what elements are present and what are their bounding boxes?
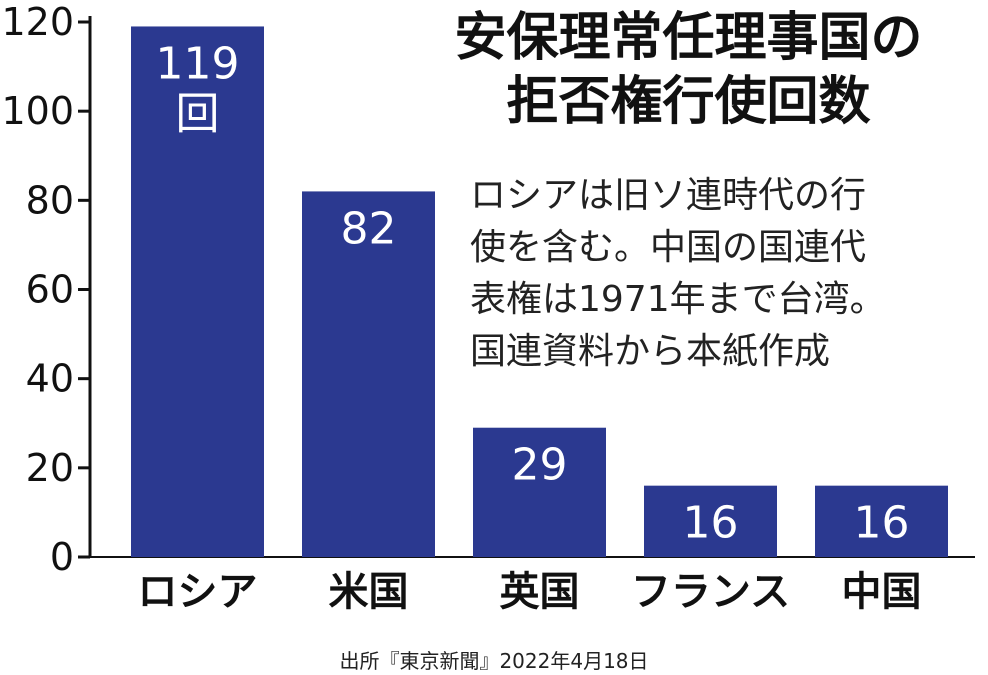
category-label: ロシア	[138, 569, 258, 615]
bar	[473, 427, 606, 557]
y-tick-label: 0	[50, 535, 74, 579]
category-label: 中国	[842, 569, 922, 615]
bar	[302, 191, 435, 557]
bar-value-label: 29	[512, 440, 568, 491]
category-label: 英国	[500, 569, 580, 615]
y-tick-label: 20	[26, 446, 74, 490]
bar-value-label: 16	[683, 498, 739, 549]
y-axis: 0 20 40 60 80 100 120	[1, 0, 975, 579]
category-label: 米国	[329, 569, 409, 615]
y-tick-label: 80	[26, 178, 74, 222]
bars	[131, 26, 948, 558]
bar-value-label: 回	[176, 88, 220, 139]
y-tick-label: 100	[1, 89, 74, 133]
category-labels: ロシア 米国 英国 フランス 中国	[138, 569, 922, 615]
y-tick-label: 120	[1, 0, 74, 44]
bar-value-label: 119	[156, 38, 240, 89]
y-tick-label: 40	[26, 357, 74, 401]
source-credit: 出所『東京新聞』2022年4月18日	[339, 649, 649, 673]
bar-value-label: 82	[341, 203, 397, 254]
y-tick-label: 60	[26, 268, 74, 312]
bar	[644, 485, 777, 557]
bar	[815, 485, 948, 557]
chart-annotation: ロシアは旧ソ連時代の行 使を含む。中国の国連代 表権は1971年まで台湾。 国連…	[470, 175, 886, 372]
bar-value-label: 16	[854, 498, 910, 549]
chart-title: 安保理常任理事国の 拒否権行使回数	[454, 8, 923, 132]
bar	[131, 26, 264, 558]
category-label: フランス	[631, 569, 790, 615]
